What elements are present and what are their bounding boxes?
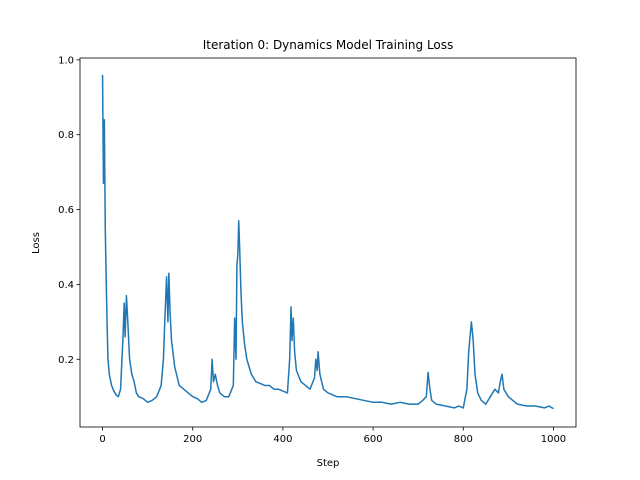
x-axis-label: Step <box>317 458 340 469</box>
x-tick-label: 400 <box>273 434 292 445</box>
x-tick-label: 1000 <box>541 434 566 445</box>
x-tick-label: 200 <box>183 434 202 445</box>
x-tick-label: 0 <box>99 434 105 445</box>
x-tick-label: 600 <box>364 434 383 445</box>
y-tick-label: 1.0 <box>58 55 74 66</box>
y-axis-label: Loss <box>31 232 42 254</box>
chart-title: Iteration 0: Dynamics Model Training Los… <box>203 38 454 52</box>
y-tick-label: 0.2 <box>58 355 74 366</box>
y-tick-label: 0.4 <box>58 280 74 291</box>
plot-frame <box>79 57 577 428</box>
y-tick-label: 0.8 <box>58 130 74 141</box>
y-tick-label: 0.6 <box>58 205 74 216</box>
loss-line <box>101 74 554 410</box>
x-tick-label: 800 <box>454 434 473 445</box>
